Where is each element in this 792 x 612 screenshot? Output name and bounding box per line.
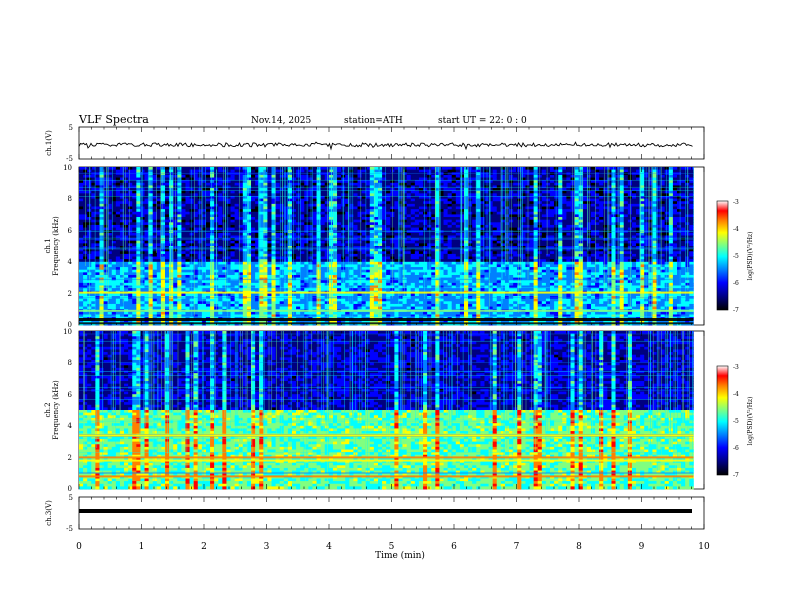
station-label: station=ATH xyxy=(344,116,403,126)
ch1-waveform-line xyxy=(78,141,693,151)
start-time-label: start UT = 22: 0 : 0 xyxy=(438,116,527,126)
ch1-colorbar-label: log(PSD)(V²/Hz) xyxy=(747,232,754,281)
ch1-spectrogram-image xyxy=(79,167,694,326)
x-tick-label: 7 xyxy=(514,542,520,552)
ch1-spec-ytick: 6 xyxy=(68,227,73,235)
ch2-spec-ytick: 10 xyxy=(63,328,72,336)
ch1-colorbar-tick: -6 xyxy=(733,280,739,287)
x-tick-label: 0 xyxy=(76,542,82,552)
ch1-spec-ytick: 10 xyxy=(63,164,72,172)
ch1-spec-ytick: 0 xyxy=(68,321,72,329)
ch1-ytick-top: 5 xyxy=(69,124,73,132)
figure-title: VLF Spectra xyxy=(78,113,149,126)
x-axis-labels: 0 1 2 3 4 5 6 7 8 9 10 Time (min) xyxy=(76,542,710,561)
x-axis-title: Time (min) xyxy=(375,550,425,561)
x-tick-label: 3 xyxy=(264,542,270,552)
ch2-colorbar-label: log(PSD)(V²/Hz) xyxy=(747,397,754,446)
date-label: Nov.14, 2025 xyxy=(251,116,312,126)
ch1-spec-ylabel-frequency: Frequency (kHz) xyxy=(52,216,60,276)
ch1-spec-ytick: 2 xyxy=(68,290,72,298)
ch1-colorbar: -3 -4 -5 -6 -7 log(PSD)(V²/Hz) xyxy=(716,199,754,314)
x-tick-label: 8 xyxy=(576,542,582,552)
x-tick-label: 5 xyxy=(389,542,395,552)
ch2-colorbar-tick: -4 xyxy=(733,391,739,398)
ch1-ytick-bottom: -5 xyxy=(66,155,73,163)
ch2-spec-ytick: 8 xyxy=(68,359,72,367)
ch2-colorbar-tick: -6 xyxy=(733,445,739,452)
x-tick-label: 4 xyxy=(326,542,332,552)
ch1-ylabel: ch.1(V) xyxy=(45,130,53,156)
ch2-yticks: 10 8 6 4 2 0 xyxy=(63,328,72,493)
ch1-colorbar-tick: -3 xyxy=(733,199,739,206)
ch2-spec-ylabel-frequency: Frequency (kHz) xyxy=(52,380,60,440)
ch2-spec-ytick: 0 xyxy=(68,485,72,493)
ch1-yticks: 10 8 6 4 2 0 xyxy=(63,164,72,329)
ch2-colorbar-tick: -7 xyxy=(733,472,739,479)
ch1-spec-ytick: 4 xyxy=(68,258,73,266)
ch1-colorbar-tick: -4 xyxy=(733,226,739,233)
ch1-colorbar-tick: -7 xyxy=(733,307,739,314)
ch2-spectrogram-panel: 10 8 6 4 2 0 ch.2 Frequency (kHz) xyxy=(44,328,705,493)
x-tick-label: 9 xyxy=(639,542,645,552)
ch2-colorbar-tick: -5 xyxy=(733,418,739,425)
ch1-waveform-panel: 5 -5 ch.1(V) xyxy=(45,124,705,163)
ch3-ylabel: ch.3(V) xyxy=(45,500,53,526)
ch1-spec-ylabel-channel: ch.1 xyxy=(44,238,52,253)
ch3-ytick-bottom: -5 xyxy=(66,525,73,533)
ch2-spec-ylabel-channel: ch.2 xyxy=(44,402,52,417)
ch2-spectrogram-image xyxy=(79,331,694,490)
x-axis-ticks xyxy=(78,127,705,529)
ch2-colorbar-tick: -3 xyxy=(733,364,739,371)
ch2-spec-ytick: 4 xyxy=(68,422,73,430)
ch3-ytick-top: 5 xyxy=(69,494,73,502)
x-tick-label: 2 xyxy=(201,542,207,552)
ch3-waveform-panel: 5 -5 ch.3(V) xyxy=(45,494,705,533)
ch1-spec-ytick: 8 xyxy=(68,195,72,203)
ch1-spectrogram-panel: 10 8 6 4 2 0 ch.1 Frequency (kHz) xyxy=(44,164,705,329)
ch1-colorbar-tick: -5 xyxy=(733,253,739,260)
x-tick-label: 6 xyxy=(451,542,457,552)
x-tick-label: 1 xyxy=(139,542,145,552)
x-tick-label: 10 xyxy=(698,542,710,552)
ch2-spec-ytick: 2 xyxy=(68,454,72,462)
ch2-colorbar: -3 -4 -5 -6 -7 log(PSD)(V²/Hz) xyxy=(716,364,754,479)
ch2-spec-ytick: 6 xyxy=(68,391,73,399)
